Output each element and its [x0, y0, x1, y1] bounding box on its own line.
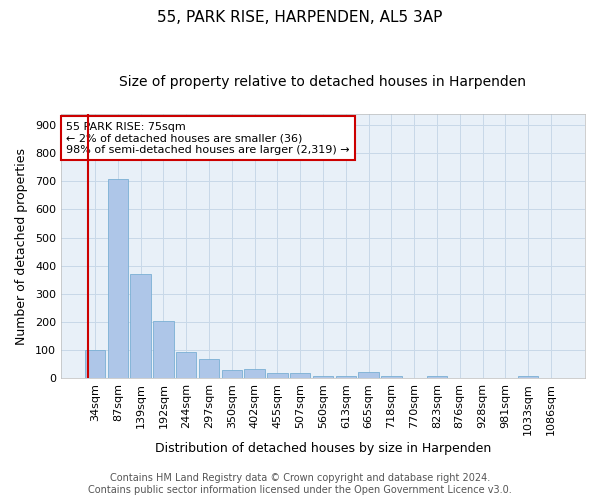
- Bar: [427, 376, 447, 378]
- Bar: [85, 350, 105, 378]
- Bar: [335, 376, 356, 378]
- Bar: [176, 352, 196, 378]
- Bar: [221, 370, 242, 378]
- Text: Contains HM Land Registry data © Crown copyright and database right 2024.
Contai: Contains HM Land Registry data © Crown c…: [88, 474, 512, 495]
- X-axis label: Distribution of detached houses by size in Harpenden: Distribution of detached houses by size …: [155, 442, 491, 455]
- Bar: [130, 274, 151, 378]
- Bar: [153, 320, 173, 378]
- Bar: [267, 374, 287, 378]
- Bar: [290, 372, 310, 378]
- Text: 55 PARK RISE: 75sqm
← 2% of detached houses are smaller (36)
98% of semi-detache: 55 PARK RISE: 75sqm ← 2% of detached hou…: [66, 122, 350, 155]
- Text: 55, PARK RISE, HARPENDEN, AL5 3AP: 55, PARK RISE, HARPENDEN, AL5 3AP: [157, 10, 443, 25]
- Bar: [313, 376, 333, 378]
- Bar: [518, 376, 538, 378]
- Y-axis label: Number of detached properties: Number of detached properties: [15, 148, 28, 344]
- Bar: [107, 178, 128, 378]
- Bar: [358, 372, 379, 378]
- Bar: [199, 358, 219, 378]
- Bar: [381, 376, 401, 378]
- Title: Size of property relative to detached houses in Harpenden: Size of property relative to detached ho…: [119, 75, 526, 89]
- Bar: [244, 369, 265, 378]
